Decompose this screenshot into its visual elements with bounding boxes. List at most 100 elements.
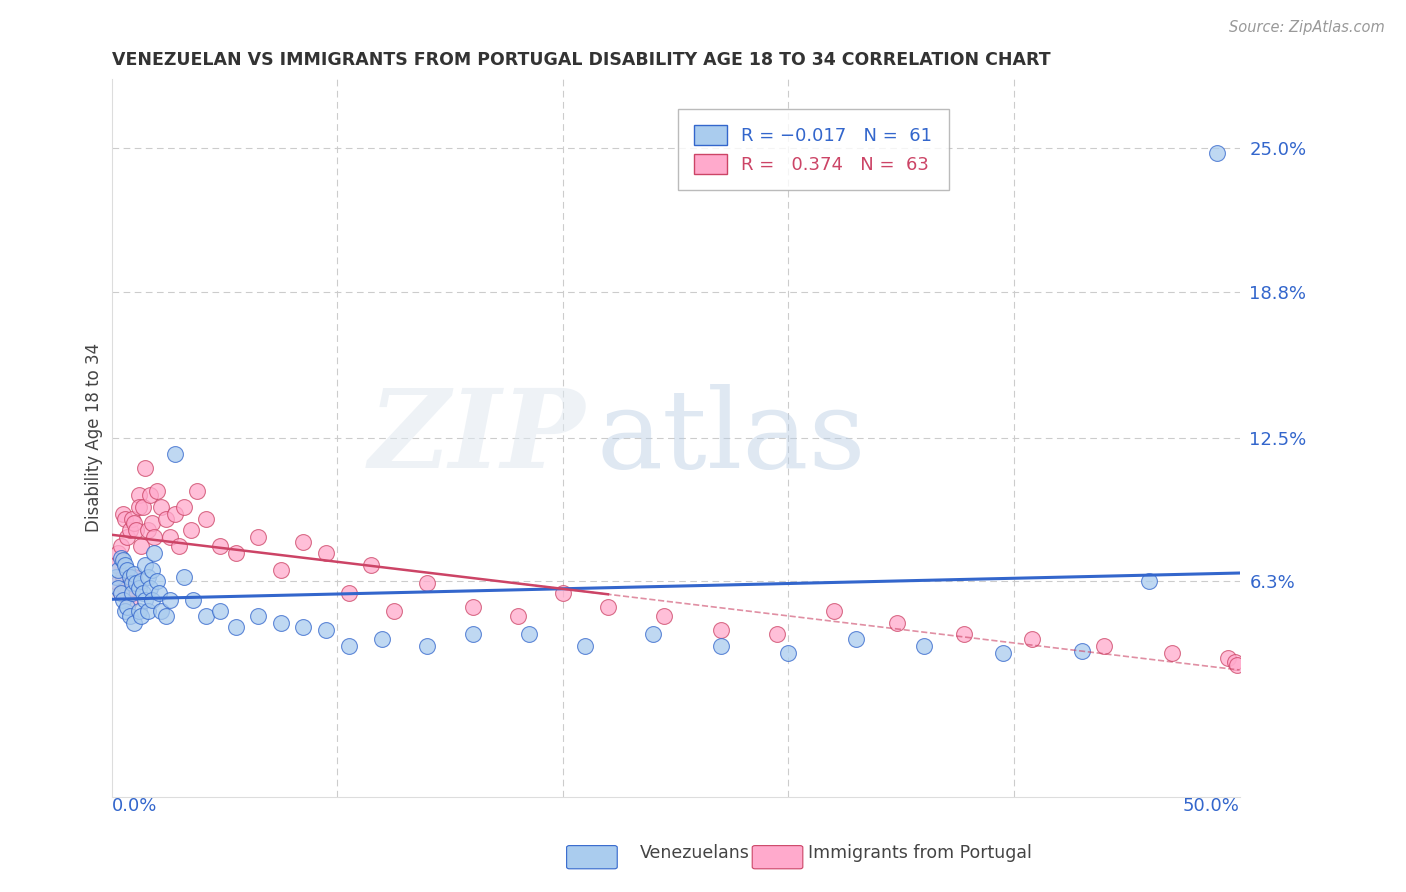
Point xyxy=(134,460,156,475)
Point xyxy=(416,576,439,591)
Point xyxy=(118,608,141,623)
Point xyxy=(117,599,139,614)
Point xyxy=(128,500,150,514)
Point xyxy=(461,599,484,614)
Point xyxy=(122,516,145,531)
Point xyxy=(1021,632,1043,646)
Point xyxy=(143,546,166,560)
Point xyxy=(180,523,202,537)
Point xyxy=(134,592,156,607)
Point xyxy=(169,540,191,554)
Text: 50.0%: 50.0% xyxy=(1182,797,1240,814)
Point xyxy=(136,569,159,583)
Point xyxy=(337,586,360,600)
Point xyxy=(141,563,163,577)
Legend: R = −0.017   N =  61, R =   0.374   N =  63: R = −0.017 N = 61, R = 0.374 N = 63 xyxy=(678,109,949,190)
Point xyxy=(186,483,208,498)
Point xyxy=(118,592,141,607)
Point xyxy=(159,592,181,607)
Point xyxy=(110,540,132,554)
Point xyxy=(292,534,315,549)
Point xyxy=(1070,643,1092,657)
Point xyxy=(111,553,134,567)
Point xyxy=(1206,145,1229,160)
Point xyxy=(145,574,167,589)
Point xyxy=(155,608,177,623)
Point xyxy=(953,627,976,641)
Point xyxy=(270,615,292,630)
Point xyxy=(461,627,484,641)
Point xyxy=(195,608,218,623)
Point xyxy=(114,558,136,572)
Point xyxy=(110,586,132,600)
Point xyxy=(132,586,155,600)
Point xyxy=(105,558,128,572)
Point xyxy=(145,483,167,498)
Point xyxy=(118,523,141,537)
Point xyxy=(181,592,204,607)
Point xyxy=(416,639,439,653)
Point xyxy=(134,558,156,572)
Point xyxy=(125,523,148,537)
Point xyxy=(225,620,247,634)
Point xyxy=(114,604,136,618)
Point xyxy=(710,623,733,637)
Point xyxy=(122,567,145,582)
Point xyxy=(105,569,128,583)
Point xyxy=(122,569,145,583)
Point xyxy=(159,530,181,544)
Point xyxy=(117,563,139,577)
Point xyxy=(110,551,132,566)
Point xyxy=(912,639,935,653)
Point xyxy=(382,604,405,618)
Point xyxy=(117,530,139,544)
Text: atlas: atlas xyxy=(596,384,866,491)
Point xyxy=(163,507,186,521)
Point xyxy=(1218,650,1240,665)
Point xyxy=(128,581,150,595)
Text: Immigrants from Portugal: Immigrants from Portugal xyxy=(808,844,1032,862)
Point xyxy=(337,639,360,653)
Point xyxy=(155,511,177,525)
Point xyxy=(823,604,845,618)
Text: 0.0%: 0.0% xyxy=(111,797,157,814)
Point xyxy=(778,646,800,660)
Point xyxy=(596,599,619,614)
Point xyxy=(270,563,292,577)
Point xyxy=(107,546,129,560)
Point xyxy=(371,632,394,646)
Point xyxy=(1139,574,1161,589)
Point xyxy=(173,569,195,583)
Point xyxy=(1223,655,1246,669)
Point xyxy=(107,581,129,595)
Point xyxy=(121,586,143,600)
Point xyxy=(111,592,134,607)
Point xyxy=(574,639,596,653)
Point xyxy=(125,576,148,591)
Point xyxy=(208,540,231,554)
Point xyxy=(141,516,163,531)
Point xyxy=(150,500,173,514)
Point xyxy=(107,576,129,591)
Text: Venezuelans: Venezuelans xyxy=(640,844,749,862)
Point xyxy=(114,511,136,525)
Point xyxy=(173,500,195,514)
Point xyxy=(114,581,136,595)
Point xyxy=(506,608,529,623)
Point xyxy=(1092,639,1115,653)
Point xyxy=(150,604,173,618)
Point xyxy=(148,586,170,600)
Point xyxy=(247,530,270,544)
Point xyxy=(551,586,574,600)
Point xyxy=(225,546,247,560)
Point xyxy=(129,608,152,623)
Point xyxy=(111,569,134,583)
Point xyxy=(315,546,337,560)
Point xyxy=(208,604,231,618)
Point xyxy=(710,639,733,653)
Point xyxy=(315,623,337,637)
Point xyxy=(360,558,382,572)
Point xyxy=(766,627,789,641)
Point xyxy=(132,500,155,514)
Point xyxy=(128,488,150,502)
